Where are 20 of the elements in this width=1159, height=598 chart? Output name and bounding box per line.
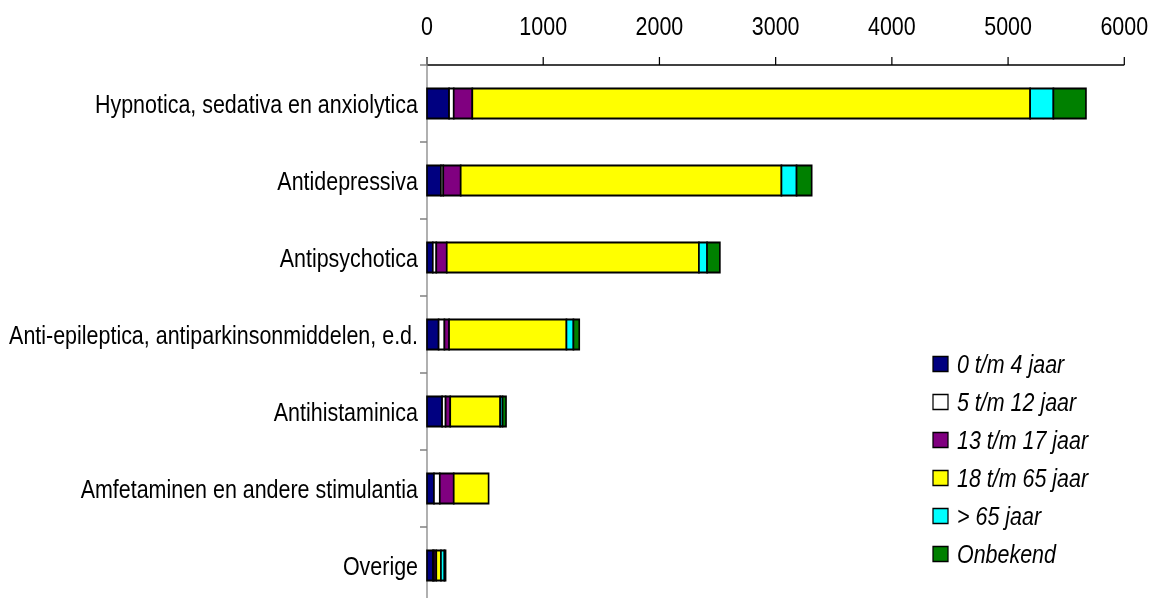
x-tick-label: 5000 [984,11,1032,41]
legend-label: 13 t/m 17 jaar [957,425,1090,455]
legend-label: Onbekend [957,539,1057,569]
y-tick-label: Amfetaminen en andere stimulantia [80,473,419,504]
y-tick-label: Antihistaminica [273,396,419,427]
legend-label: 5 t/m 12 jaar [957,387,1078,417]
y-tick-label: Hypnotica, sedativa en anxiolytica [94,88,419,119]
y-tick-label: Overige [342,550,418,581]
legend-label: > 65 jaar [957,501,1043,531]
y-tick-label: Antidepressiva [277,165,419,196]
x-tick-label: 6000 [1100,11,1149,41]
x-tick-label: 1000 [519,11,568,41]
y-tick-label: Antipsychotica [279,242,419,273]
y-tick-label: Anti-epileptica, antiparkinsonmiddelen, e.d. [9,319,418,350]
x-tick-label: 0 [421,11,433,41]
legend-label: 18 t/m 65 jaar [957,463,1090,493]
x-tick-label: 4000 [868,11,916,41]
legend-label: 0 t/m 4 jaar [957,349,1066,379]
x-tick-label: 3000 [751,11,800,41]
x-tick-label: 2000 [635,11,684,41]
